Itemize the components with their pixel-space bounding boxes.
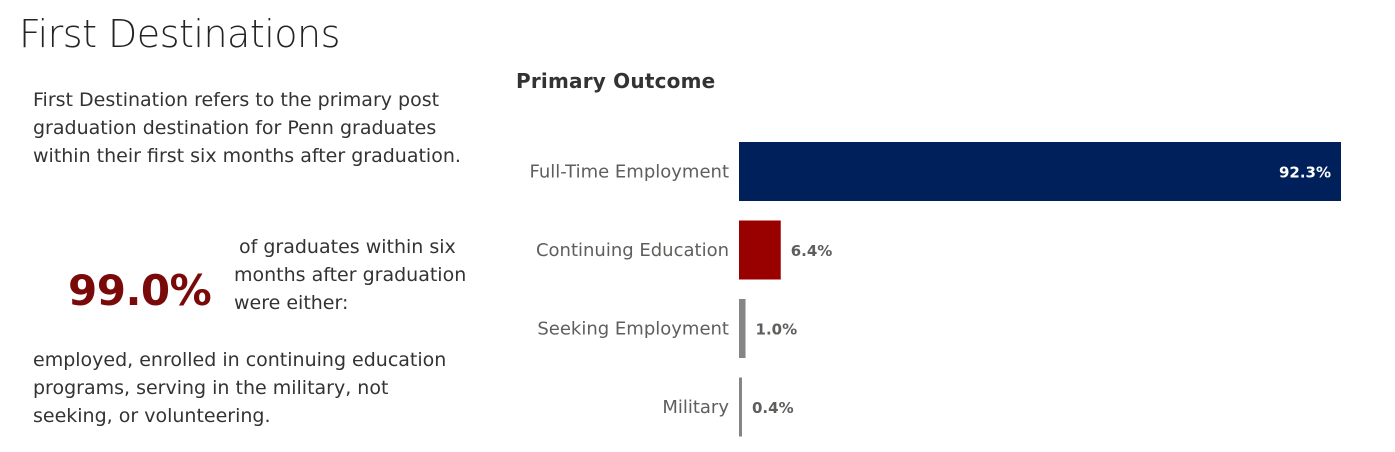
category-label: Continuing Education: [536, 240, 729, 261]
bar[interactable]: [739, 377, 742, 437]
kpi-description-line2: months after graduation were either:: [234, 264, 467, 314]
outro-text: employed, enrolled in continuing educati…: [33, 349, 447, 427]
kpi-description-line1: of graduates within six: [239, 236, 456, 258]
data-label: 1.0%: [756, 321, 798, 339]
chart-title: Primary Outcome: [516, 69, 716, 93]
intro-text: First Destination refers to the primary …: [33, 89, 461, 167]
bar[interactable]: [739, 299, 746, 358]
bar[interactable]: [739, 220, 781, 280]
category-label: Seeking Employment: [537, 319, 729, 340]
kpi-description: of graduates within six months after gra…: [234, 233, 474, 317]
data-label: 6.4%: [791, 242, 833, 260]
category-label: Full-Time Employment: [530, 162, 729, 183]
data-label: 92.3%: [1279, 164, 1331, 182]
category-label: Military: [662, 397, 729, 418]
data-label: 0.4%: [752, 399, 794, 417]
kpi-value: 99.0%: [68, 266, 212, 315]
primary-outcome-chart: Full-Time Employment 92.3% Continuing Educ…: [530, 142, 1341, 437]
page-title: First Destinations: [19, 12, 340, 56]
bar[interactable]: [739, 142, 1341, 201]
